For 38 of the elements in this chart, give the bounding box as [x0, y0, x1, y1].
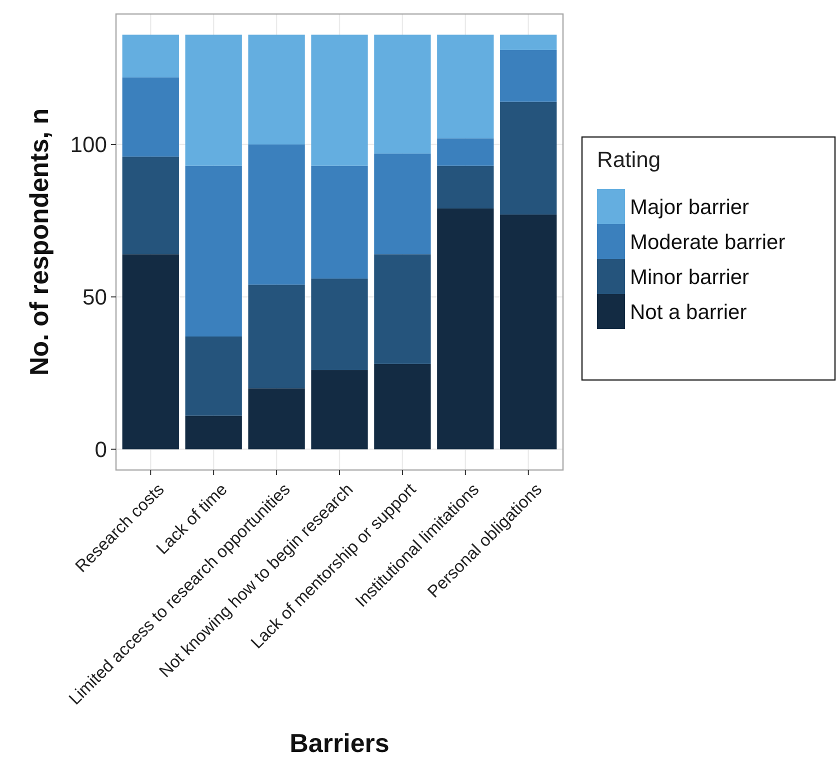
y-tick-label: 100 — [70, 132, 107, 158]
bar — [248, 144, 305, 285]
x-axis-title: Barriers — [290, 728, 390, 758]
bar — [248, 388, 305, 450]
bar — [185, 416, 242, 450]
bar — [311, 34, 368, 166]
bar — [122, 77, 179, 157]
bar — [437, 166, 494, 208]
bar — [311, 166, 368, 279]
legend-label: Not a barrier — [630, 300, 747, 324]
bar — [122, 254, 179, 450]
y-tick-label: 50 — [82, 284, 107, 310]
bar — [311, 278, 368, 370]
bar — [185, 336, 242, 416]
bar — [437, 138, 494, 166]
bar — [500, 34, 557, 50]
bar — [185, 34, 242, 166]
bar — [374, 254, 431, 364]
bar — [248, 34, 305, 144]
bar — [500, 102, 557, 215]
bar — [500, 50, 557, 102]
bar — [248, 284, 305, 388]
bar — [311, 370, 368, 450]
bar — [374, 364, 431, 450]
bar — [500, 214, 557, 450]
bar — [437, 34, 494, 138]
y-axis-title: No. of respondents, n — [24, 108, 54, 376]
bar — [122, 34, 179, 78]
legend-label: Major barrier — [630, 196, 750, 219]
bar — [122, 156, 179, 254]
bar — [374, 154, 431, 254]
legend-label: Minor barrier — [630, 266, 750, 289]
y-tick-label: 0 — [94, 436, 107, 462]
bar — [374, 34, 431, 154]
bar — [185, 166, 242, 336]
legend-title: Rating — [597, 147, 661, 172]
legend-label: Moderate barrier — [630, 230, 786, 254]
bar — [437, 208, 494, 450]
